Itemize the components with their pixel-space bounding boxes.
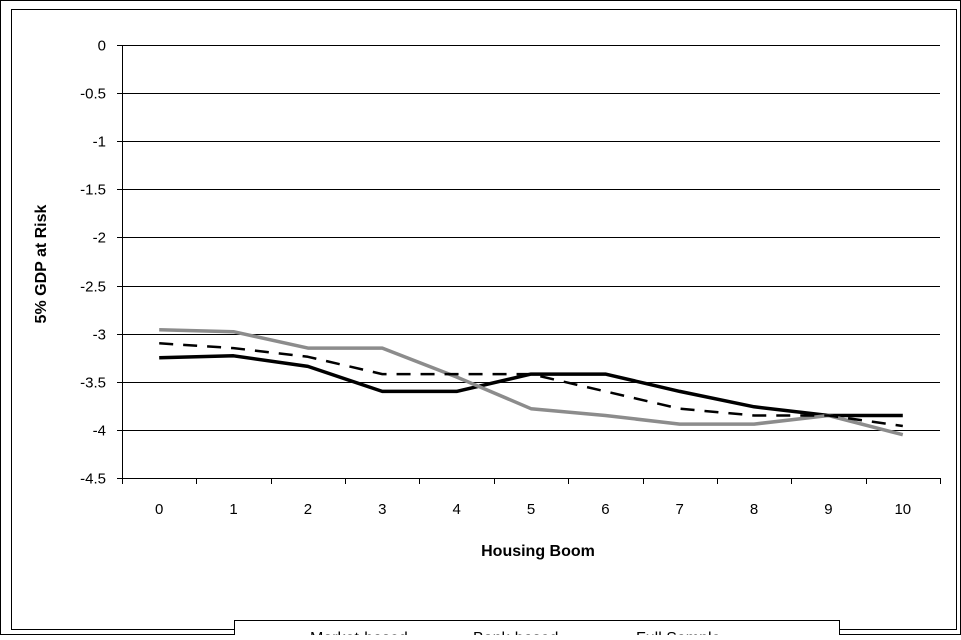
legend-label: Market-based <box>310 630 408 635</box>
x-tick-label: 7 <box>676 501 684 518</box>
series-lines <box>159 328 904 437</box>
y-tick-label: -2 <box>93 230 106 247</box>
legend-label: Bank-based <box>473 630 558 635</box>
x-tick-label: 3 <box>378 501 386 518</box>
x-axis-title: Housing Boom <box>481 543 595 560</box>
y-tick-label: -0.5 <box>80 86 106 103</box>
axes: 0 -0.5 -1 -1.5 -2 -2.5 -3 -3.5 -4 -4.5 0 1 2 3 4 5 6 7 8 9 1… <box>80 38 941 518</box>
x-tick-label: 2 <box>304 501 312 518</box>
y-tick-label: -3 <box>93 327 106 344</box>
legend: Market-based Bank-based Full Sample <box>234 620 840 640</box>
x-tick-label: 5 <box>527 501 535 518</box>
x-tick-label: 1 <box>229 501 237 518</box>
x-tick-label: 10 <box>894 501 911 518</box>
y-tick-label: -2.5 <box>80 279 106 296</box>
y-tick-label: -4 <box>93 423 106 440</box>
y-tick-label: -4.5 <box>80 471 106 488</box>
legend-label: Full Sample <box>636 630 721 635</box>
y-tick-label: 0 <box>98 38 106 55</box>
y-tick-label: -1 <box>93 134 106 151</box>
x-tick-label: 8 <box>750 501 758 518</box>
y-tick-label: -1.5 <box>80 182 106 199</box>
x-tick-label: 4 <box>452 501 460 518</box>
y-axis-title: 5% GDP at Risk <box>33 204 50 323</box>
gridlines <box>122 45 940 431</box>
x-tick-label: 6 <box>601 501 609 518</box>
series-line-market-based <box>159 354 903 418</box>
x-tick-label: 0 <box>155 501 163 518</box>
series-line-bank-based <box>159 328 904 437</box>
y-tick-label: -3.5 <box>80 375 106 392</box>
x-tick-label: 9 <box>824 501 832 518</box>
series-line-full-sample <box>159 342 903 428</box>
